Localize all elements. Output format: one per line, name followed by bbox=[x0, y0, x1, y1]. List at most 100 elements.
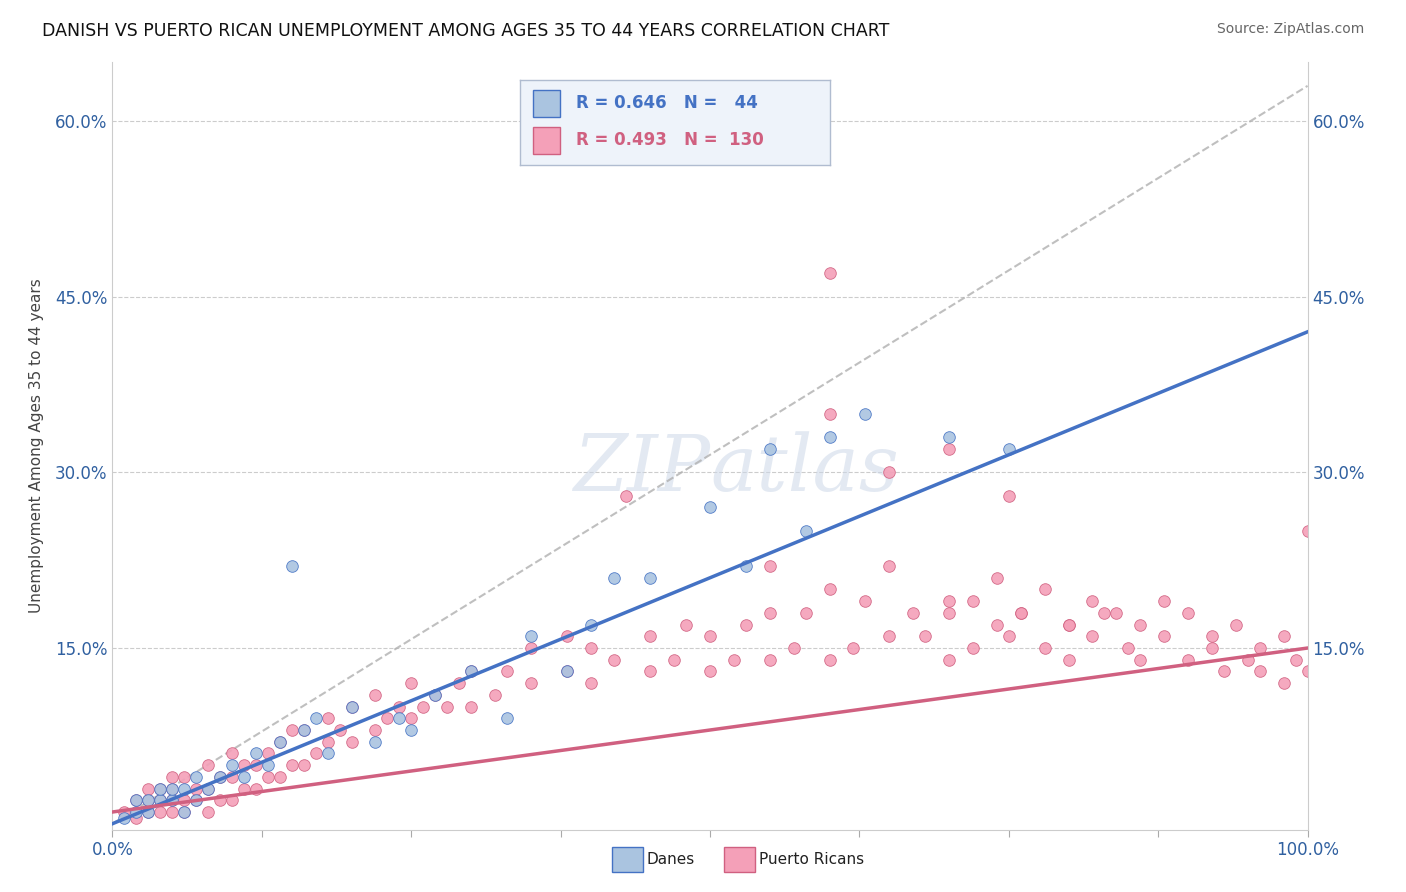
Point bbox=[197, 805, 219, 819]
Point bbox=[149, 781, 172, 796]
Point bbox=[173, 805, 195, 819]
Point bbox=[447, 676, 470, 690]
Point bbox=[1249, 665, 1271, 679]
Point bbox=[759, 442, 782, 456]
Point bbox=[496, 711, 519, 725]
Point bbox=[1153, 629, 1175, 643]
Point bbox=[245, 747, 267, 761]
Point bbox=[316, 735, 339, 749]
Point bbox=[782, 640, 804, 655]
Point bbox=[329, 723, 352, 737]
Point bbox=[759, 606, 782, 620]
Point bbox=[640, 571, 662, 585]
Point bbox=[1249, 640, 1271, 655]
Point bbox=[221, 758, 243, 772]
Point bbox=[138, 793, 160, 807]
Point bbox=[233, 770, 256, 784]
Point bbox=[292, 723, 315, 737]
Point bbox=[699, 500, 721, 515]
Point bbox=[1057, 617, 1080, 632]
Point bbox=[281, 559, 304, 574]
Point bbox=[640, 665, 662, 679]
Point bbox=[364, 723, 387, 737]
Point bbox=[257, 758, 280, 772]
Point bbox=[162, 781, 183, 796]
Point bbox=[1033, 640, 1056, 655]
Point bbox=[221, 747, 243, 761]
Point bbox=[818, 266, 841, 280]
Point bbox=[938, 606, 960, 620]
Point bbox=[675, 617, 697, 632]
Point bbox=[245, 781, 267, 796]
Point bbox=[292, 723, 315, 737]
Point bbox=[1033, 582, 1056, 597]
Point bbox=[412, 699, 434, 714]
Point bbox=[269, 770, 291, 784]
Point bbox=[818, 407, 841, 421]
Point bbox=[664, 653, 686, 667]
Point bbox=[1237, 653, 1260, 667]
Point bbox=[162, 770, 183, 784]
Point bbox=[292, 758, 315, 772]
Point bbox=[855, 594, 877, 608]
Point bbox=[1296, 524, 1319, 538]
Point bbox=[1105, 606, 1128, 620]
Point bbox=[460, 665, 482, 679]
Point bbox=[986, 571, 1008, 585]
Point bbox=[1296, 665, 1319, 679]
Point bbox=[579, 676, 602, 690]
Text: R = 0.646   N =   44: R = 0.646 N = 44 bbox=[576, 95, 758, 112]
Point bbox=[138, 805, 160, 819]
Text: Source: ZipAtlas.com: Source: ZipAtlas.com bbox=[1216, 22, 1364, 37]
FancyBboxPatch shape bbox=[533, 89, 561, 117]
Point bbox=[1177, 653, 1199, 667]
Point bbox=[281, 723, 304, 737]
Point bbox=[316, 711, 339, 725]
Point bbox=[388, 699, 411, 714]
Point bbox=[162, 781, 183, 796]
Point bbox=[340, 699, 363, 714]
Point bbox=[1201, 640, 1223, 655]
Point bbox=[962, 594, 984, 608]
Point bbox=[162, 793, 183, 807]
Point bbox=[1213, 665, 1236, 679]
Point bbox=[879, 466, 901, 480]
Point bbox=[209, 770, 232, 784]
Point bbox=[114, 811, 135, 825]
Point bbox=[186, 770, 208, 784]
Point bbox=[1272, 629, 1295, 643]
Point bbox=[149, 793, 172, 807]
Point bbox=[879, 559, 901, 574]
Point bbox=[484, 688, 506, 702]
Point bbox=[186, 793, 208, 807]
Point bbox=[794, 606, 817, 620]
Point bbox=[186, 781, 208, 796]
Point bbox=[938, 442, 960, 456]
Point bbox=[173, 793, 195, 807]
FancyBboxPatch shape bbox=[533, 127, 561, 154]
Point bbox=[401, 676, 423, 690]
Point bbox=[125, 793, 148, 807]
Point bbox=[209, 793, 232, 807]
Point bbox=[162, 793, 183, 807]
Point bbox=[340, 735, 363, 749]
Point bbox=[305, 747, 328, 761]
Point bbox=[818, 430, 841, 444]
Point bbox=[138, 781, 160, 796]
Point bbox=[555, 629, 578, 643]
Point bbox=[436, 699, 458, 714]
Point bbox=[1153, 594, 1175, 608]
Point bbox=[233, 781, 256, 796]
Point bbox=[998, 489, 1021, 503]
Point bbox=[520, 676, 543, 690]
Point bbox=[173, 770, 195, 784]
Point bbox=[842, 640, 865, 655]
Point bbox=[401, 723, 423, 737]
Point bbox=[149, 805, 172, 819]
Point bbox=[425, 688, 447, 702]
Point bbox=[460, 699, 482, 714]
Point bbox=[316, 747, 339, 761]
Point bbox=[998, 442, 1021, 456]
Text: DANISH VS PUERTO RICAN UNEMPLOYMENT AMONG AGES 35 TO 44 YEARS CORRELATION CHART: DANISH VS PUERTO RICAN UNEMPLOYMENT AMON… bbox=[42, 22, 890, 40]
Point bbox=[149, 793, 172, 807]
